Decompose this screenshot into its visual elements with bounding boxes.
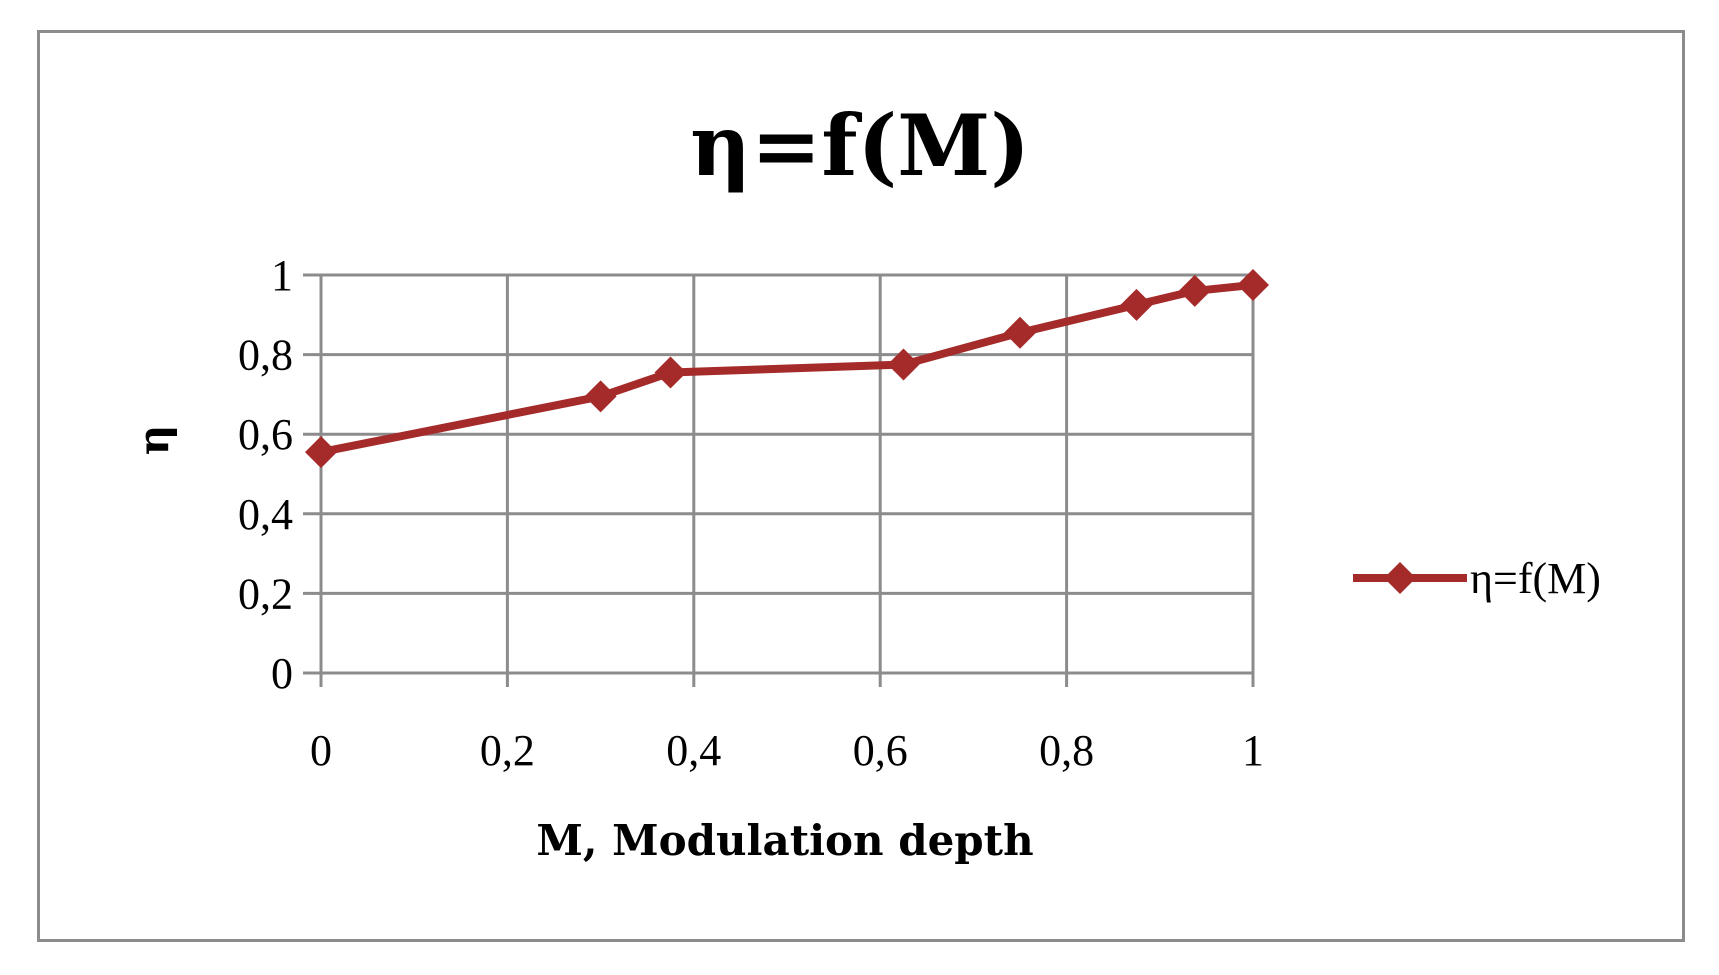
- data-point-marker: [305, 436, 337, 469]
- y-tick-label: 0,2: [238, 569, 293, 618]
- y-tick-label: 0,8: [238, 331, 293, 380]
- legend-label: η=f(M): [1470, 554, 1601, 603]
- data-point-marker: [1237, 268, 1269, 301]
- data-point-marker: [887, 348, 920, 381]
- y-tick-label: 1: [271, 251, 293, 300]
- series-line: [320, 280, 1254, 457]
- y-tick-label: 0: [271, 649, 293, 698]
- series-layer: [305, 268, 1269, 469]
- data-point-marker: [584, 380, 617, 413]
- x-tick-label: 0,6: [853, 726, 908, 775]
- x-tick-label: 0,4: [666, 726, 721, 775]
- data-point-marker: [654, 356, 687, 389]
- x-tick-label: 0,8: [1039, 726, 1094, 775]
- legend-marker-diamond-icon: [1384, 562, 1416, 594]
- y-axis-label: η: [129, 425, 178, 456]
- data-point-marker: [1120, 288, 1153, 321]
- x-tick-label: 0: [310, 726, 332, 775]
- x-axis-label: M, Modulation depth: [536, 816, 1033, 865]
- y-tick-label: 0,4: [238, 490, 293, 539]
- x-tick-labels: 0 0,2 0,4 0,6 0,8 1: [310, 726, 1264, 775]
- y-tick-labels: 0 0,2 0,4 0,6 0,8 1: [238, 251, 293, 698]
- chart-title: η=f(M): [690, 96, 1030, 195]
- grid: [303, 273, 1255, 687]
- data-point-marker: [1004, 316, 1036, 349]
- x-tick-label: 1: [1242, 726, 1264, 775]
- x-tick-label: 0,2: [480, 726, 535, 775]
- legend: η=f(M): [1353, 554, 1601, 603]
- data-point-marker: [1178, 274, 1211, 307]
- chart-frame: [37, 30, 1685, 942]
- y-tick-label: 0,6: [238, 410, 293, 459]
